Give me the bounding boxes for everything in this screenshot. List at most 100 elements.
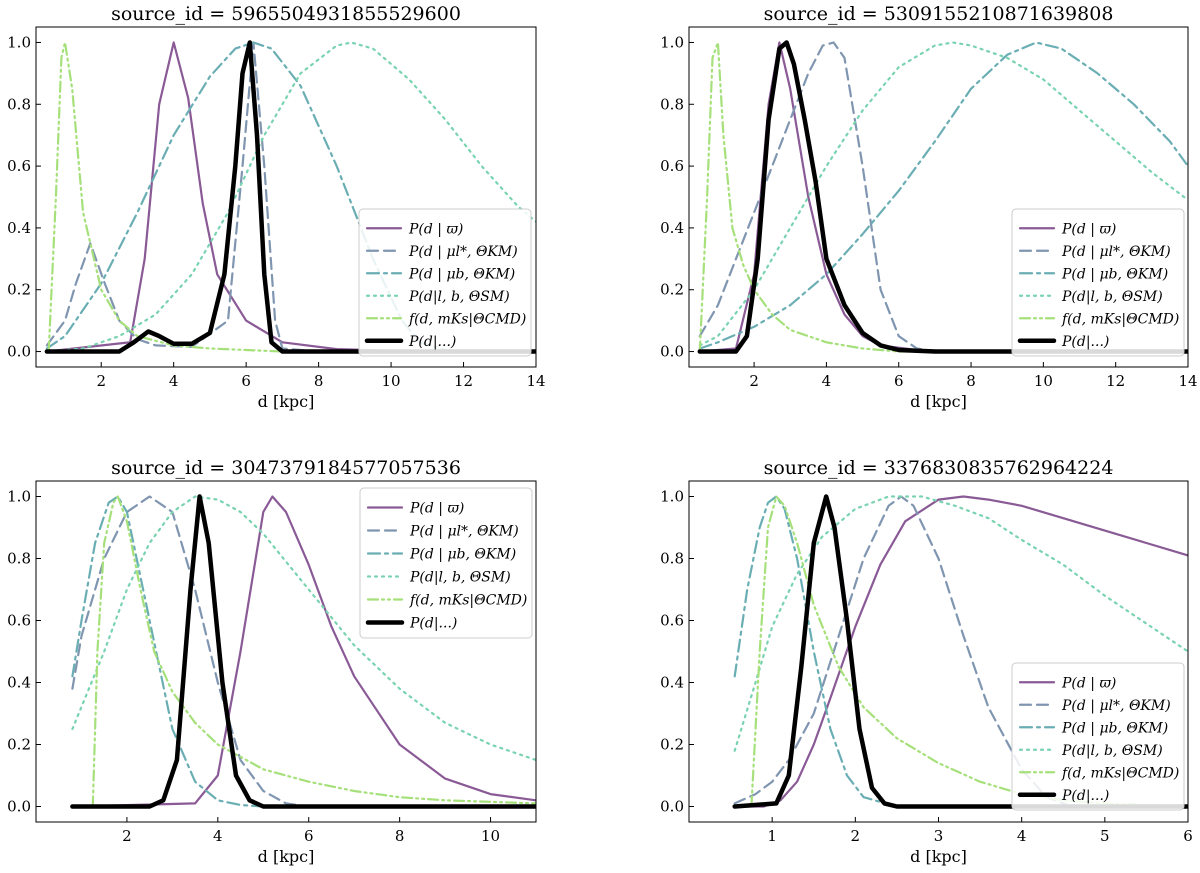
legend-label: P(d | μb, ΘKM) xyxy=(1061,720,1168,736)
y-tick-label: 0.6 xyxy=(7,612,31,630)
x-tick-label: 2 xyxy=(749,372,759,390)
chart-title: source_id = 5965504931855529600 xyxy=(111,3,461,25)
legend-label: P(d|l, b, ΘSM) xyxy=(1061,289,1163,305)
y-tick-label: 0.6 xyxy=(660,612,684,630)
x-tick-label: 5 xyxy=(1100,827,1110,845)
y-tick-label: 0.0 xyxy=(7,798,31,816)
series-line-4 xyxy=(45,41,536,353)
legend-label: P(d | μl*, ΘKM) xyxy=(1061,244,1171,260)
panel-4: source_id = 3376830835762964224 0.0 0.2 0.4… xyxy=(660,457,1193,866)
y-tick-label: 0.4 xyxy=(7,674,31,692)
legend-label: P(d|l, b, ΘSM) xyxy=(408,289,510,305)
y-tick-label: 0.0 xyxy=(660,798,684,816)
legend-label: f(d, mKs|ΘCMD) xyxy=(408,311,526,327)
x-tick-label: 4 xyxy=(1017,827,1027,845)
y-tick-label: 0.2 xyxy=(660,736,684,754)
x-tick-label: 8 xyxy=(314,372,324,390)
x-tick-label: 10 xyxy=(382,372,401,390)
series-line-5 xyxy=(698,41,1188,353)
legend-label: f(d, mKs|ΘCMD) xyxy=(409,593,527,609)
y-tick-label: 0.2 xyxy=(7,736,31,754)
series-line-5 xyxy=(91,495,536,808)
series-line-2 xyxy=(71,495,536,808)
series-line-5 xyxy=(750,495,1188,808)
legend-label: P(d | μl*, ΘKM) xyxy=(409,524,519,540)
series-line-1 xyxy=(71,495,536,808)
y-tick-label: 0.0 xyxy=(7,343,31,361)
axes-frame xyxy=(688,26,1189,368)
legend-label: P(d | μb, ΘKM) xyxy=(408,266,515,282)
legend-box xyxy=(358,208,532,357)
y-tick-label: 0.6 xyxy=(7,157,31,175)
legend-label: P(d|...) xyxy=(409,616,457,632)
y-tick-label: 0.8 xyxy=(7,550,31,568)
series-line-6 xyxy=(44,40,536,354)
x-tick-label: 2 xyxy=(96,372,106,390)
series-line-6 xyxy=(697,40,1188,354)
axes-frame xyxy=(35,26,537,368)
legend-label: P(d|...) xyxy=(408,334,456,350)
panel-2: source_id = 5309155210871639808 0.0 0.2 0.4… xyxy=(660,3,1197,411)
series-line-2 xyxy=(698,41,1188,353)
legend: P(d | ϖ) P(d | μl*, ΘKM) P(d | μb, ΘKM) P(d… xyxy=(358,208,532,357)
x-tick-label: 4 xyxy=(169,372,179,390)
legend-box xyxy=(359,487,533,639)
x-tick-label: 4 xyxy=(822,372,832,390)
x-tick-label: 10 xyxy=(1034,372,1053,390)
series-line-3 xyxy=(733,495,1188,808)
legend-label: P(d | μb, ΘKM) xyxy=(1061,266,1168,282)
chart-title: source_id = 3047379184577057536 xyxy=(111,457,461,479)
x-tick-label: 1 xyxy=(767,827,777,845)
legend: P(d | ϖ) P(d | μl*, ΘKM) P(d | μb, ΘKM) P(d… xyxy=(1011,208,1185,357)
x-tick-label: 4 xyxy=(213,827,223,845)
y-tick-label: 0.8 xyxy=(660,550,684,568)
x-axis-label: d [kpc] xyxy=(258,392,315,411)
chart-title: source_id = 5309155210871639808 xyxy=(764,3,1114,25)
x-tick-label: 8 xyxy=(395,827,405,845)
x-tick-label: 6 xyxy=(1183,827,1193,845)
x-tick-label: 12 xyxy=(454,372,473,390)
legend-label: P(d|l, b, ΘSM) xyxy=(1061,743,1163,759)
x-tick-label: 14 xyxy=(526,372,545,390)
x-tick-label: 6 xyxy=(241,372,251,390)
series-line-1 xyxy=(733,495,1188,808)
y-tick-label: 1.0 xyxy=(7,33,31,51)
y-tick-label: 0.8 xyxy=(660,95,684,113)
series-line-6 xyxy=(70,494,536,809)
x-tick-label: 14 xyxy=(1178,372,1197,390)
legend-label: P(d | μl*, ΘKM) xyxy=(1061,698,1171,714)
y-tick-label: 0.2 xyxy=(660,281,684,299)
x-tick-label: 3 xyxy=(934,827,944,845)
legend-label: P(d|...) xyxy=(1061,788,1109,804)
chart-title: source_id = 3376830835762964224 xyxy=(764,457,1114,479)
y-tick-label: 1.0 xyxy=(660,33,684,51)
legend-label: P(d | μl*, ΘKM) xyxy=(408,244,518,260)
x-axis-label: d [kpc] xyxy=(258,847,315,866)
y-tick-label: 1.0 xyxy=(660,488,684,506)
panel-3: source_id = 3047379184577057536 0.0 0.2 0.4… xyxy=(7,457,537,866)
x-axis-label: d [kpc] xyxy=(910,392,967,411)
x-axis-label: d [kpc] xyxy=(910,847,967,866)
legend-label: P(d|l, b, ΘSM) xyxy=(409,570,511,586)
y-tick-label: 0.8 xyxy=(7,95,31,113)
y-tick-label: 0.4 xyxy=(7,219,31,237)
legend-label: f(d, mKs|ΘCMD) xyxy=(1061,311,1179,327)
legend-label: P(d | ϖ) xyxy=(409,501,464,517)
series-line-6 xyxy=(732,494,1188,809)
legend: P(d | ϖ) P(d | μl*, ΘKM) P(d | μb, ΘKM) P(d… xyxy=(359,487,533,639)
y-tick-label: 1.0 xyxy=(7,488,31,506)
x-tick-label: 10 xyxy=(481,827,500,845)
legend-label: P(d | ϖ) xyxy=(408,221,463,237)
y-tick-label: 0.4 xyxy=(660,219,684,237)
panel-1: source_id = 5965504931855529600 0.0 0.2 0.4… xyxy=(7,3,545,411)
x-tick-label: 6 xyxy=(894,372,904,390)
x-tick-label: 12 xyxy=(1106,372,1125,390)
axes-frame xyxy=(35,480,537,823)
legend-label: P(d | μb, ΘKM) xyxy=(409,547,516,563)
x-tick-label: 2 xyxy=(122,827,132,845)
legend-box xyxy=(1011,662,1185,811)
legend: P(d | ϖ) P(d | μl*, ΘKM) P(d | μb, ΘKM) P(d… xyxy=(1011,662,1185,811)
series-line-3 xyxy=(698,41,1188,350)
legend-label: P(d | ϖ) xyxy=(1061,221,1116,237)
